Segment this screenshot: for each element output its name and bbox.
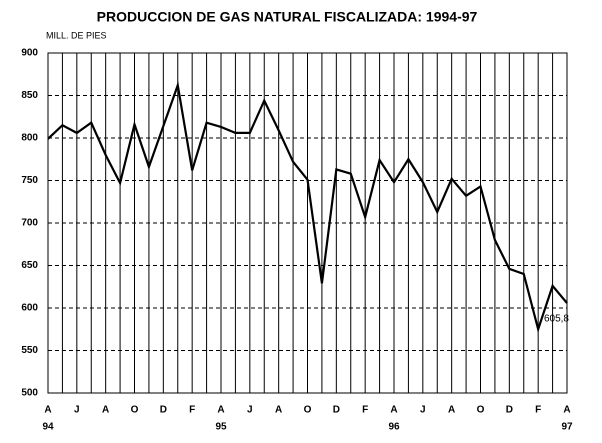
- year-label: 95: [215, 422, 227, 433]
- x-tick-label: F: [362, 405, 368, 416]
- x-tick-label: A: [217, 405, 224, 416]
- chart-title: PRODUCCION DE GAS NATURAL FISCALIZADA: 1…: [97, 9, 478, 25]
- x-tick-label: O: [304, 405, 312, 416]
- x-tick-label: J: [420, 405, 426, 416]
- x-tick-label: O: [131, 405, 139, 416]
- x-tick-label: A: [390, 405, 397, 416]
- y-axis-label: MILL. DE PIES: [46, 30, 107, 40]
- data-line: [47, 80, 568, 334]
- year-label: 96: [388, 422, 400, 433]
- y-tick-label: 550: [21, 345, 38, 356]
- x-tick-label: A: [102, 405, 109, 416]
- x-tick-label: F: [189, 405, 195, 416]
- x-tick-label: J: [74, 405, 80, 416]
- x-tick-label: A: [275, 405, 282, 416]
- x-tick-label: D: [333, 405, 340, 416]
- y-tick-label: 700: [21, 218, 38, 229]
- y-tick-label: 750: [21, 175, 38, 186]
- x-tick-label: A: [448, 405, 455, 416]
- x-tick-label: F: [535, 405, 541, 416]
- year-label: 94: [42, 422, 54, 433]
- y-tick-label: 500: [21, 388, 38, 399]
- x-tick-label: O: [477, 405, 485, 416]
- y-tick-label: 900: [21, 48, 38, 59]
- year-label: 97: [561, 422, 573, 433]
- x-tick-label: J: [247, 405, 253, 416]
- y-tick-label: 850: [21, 90, 38, 101]
- plot-frame: [47, 52, 568, 394]
- x-tick-label: A: [44, 405, 51, 416]
- y-tick-label: 800: [21, 133, 38, 144]
- x-tick-label: A: [563, 405, 570, 416]
- y-tick-label: 650: [21, 260, 38, 271]
- y-tick-label: 600: [21, 303, 38, 314]
- data-label: 605,8: [544, 314, 569, 325]
- x-tick-label: D: [506, 405, 513, 416]
- x-tick-label: D: [160, 405, 167, 416]
